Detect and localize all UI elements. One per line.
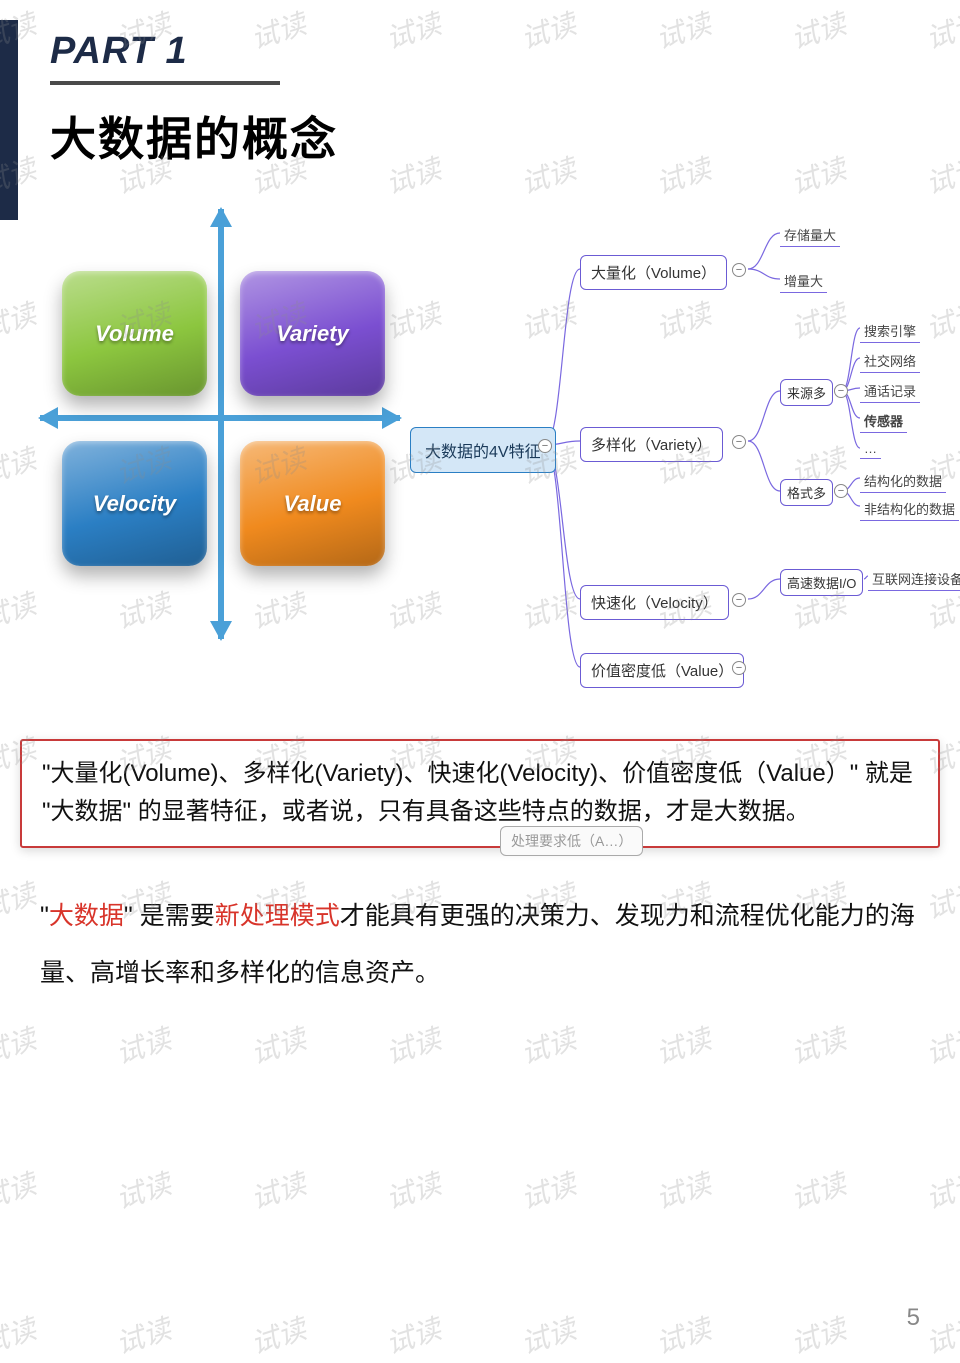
mindmap-subnode: 格式多 <box>780 479 833 506</box>
mindmap-subnode: 来源多 <box>780 379 833 406</box>
collapse-icon: − <box>834 384 848 398</box>
watermark-text: 试读 <box>515 1017 581 1072</box>
arrow-right-icon <box>382 407 402 429</box>
definition-paragraph: "大数据" 是需要新处理模式才能具有更强的决策力、发现力和流程优化能力的海量、高… <box>0 848 960 1003</box>
header-divider <box>50 81 280 85</box>
mindmap-leaf: 传感器 <box>860 409 907 433</box>
mindmap-branch-velocity: 快速化（Velocity） <box>580 585 729 620</box>
slide-header: PART 1 大数据的概念 <box>0 0 960 179</box>
mindmap-leaf: 通话记录 <box>860 379 920 403</box>
mindmap-branch-value: 价值密度低（Value） <box>580 653 744 688</box>
quad-box-value: Value <box>240 441 385 566</box>
watermark-text: 试读 <box>110 1017 176 1072</box>
quad-box-velocity: Velocity <box>62 441 207 566</box>
definition-highlight-2: 新处理模式 <box>215 902 340 930</box>
mindmap-subnode: 高速数据I/O <box>780 569 863 596</box>
watermark-text: 试读 <box>380 1162 446 1217</box>
watermark-text: 试读 <box>515 1162 581 1217</box>
mindmap-leaf: 增量大 <box>780 269 827 293</box>
watermark-text: 试读 <box>785 1162 851 1217</box>
watermark-text: 试读 <box>245 1162 311 1217</box>
arrow-up-icon <box>210 207 232 227</box>
callout-box: "大量化(Volume)、多样化(Variety)、快速化(Velocity)、… <box>20 739 940 848</box>
watermark-text: 试读 <box>515 1307 581 1362</box>
watermark-text: 试读 <box>785 1307 851 1362</box>
watermark-text: 试读 <box>785 1017 851 1072</box>
watermark-text: 试读 <box>0 1017 41 1072</box>
axis-vertical <box>218 209 224 639</box>
collapse-icon: − <box>732 263 746 277</box>
quad-box-variety: Variety <box>240 271 385 396</box>
watermark-text: 试读 <box>380 1017 446 1072</box>
mindmap-leaf: 非结构化的数据 <box>860 497 959 521</box>
watermark-text: 试读 <box>110 1162 176 1217</box>
slide-title: 大数据的概念 <box>50 103 920 169</box>
mindmap-leaf: 存储量大 <box>780 223 840 247</box>
watermark-text: 试读 <box>650 1017 716 1072</box>
watermark-text: 试读 <box>650 1307 716 1362</box>
definition-highlight-1: 大数据 <box>49 902 124 930</box>
mindmap-root: 大数据的4V特征 <box>410 427 556 473</box>
mindmap-leaf: 搜索引擎 <box>860 319 920 343</box>
diagram-row: VolumeVarietyVelocityValue 大数据的4V特征−大量化（… <box>0 179 960 689</box>
mindmap-branch-variety: 多样化（Variety） <box>580 427 723 462</box>
collapse-icon: − <box>538 439 552 453</box>
watermark-text: 试读 <box>245 1017 311 1072</box>
watermark-text: 试读 <box>650 1162 716 1217</box>
arrow-left-icon <box>38 407 58 429</box>
watermark-text: 试读 <box>920 1162 960 1217</box>
collapse-icon: − <box>732 435 746 449</box>
mindmap-leaf: 结构化的数据 <box>860 469 946 493</box>
watermark-text: 试读 <box>110 1307 176 1362</box>
mindmap-leaf: … <box>860 439 881 459</box>
callout-text: "大量化(Volume)、多样化(Variety)、快速化(Velocity)、… <box>42 760 913 825</box>
mindmap-diagram: 大数据的4V特征−大量化（Volume）−多样化（Variety）−快速化（Ve… <box>410 209 950 689</box>
arrow-down-icon <box>210 621 232 641</box>
watermark-text: 试读 <box>920 1307 960 1362</box>
mindmap-leaf: 社交网络 <box>860 349 920 373</box>
four-v-quadrant: Volume Variety Velocity Value <box>40 209 400 639</box>
part-label: PART 1 <box>50 30 920 73</box>
page-number: 5 <box>907 1304 920 1332</box>
watermark-text: 试读 <box>920 1017 960 1072</box>
mindmap-leaf: 互联网连接设备数量增长 <box>868 567 960 591</box>
watermark-text: 试读 <box>245 1307 311 1362</box>
collapse-icon: − <box>732 593 746 607</box>
watermark-text: 试读 <box>0 1307 41 1362</box>
side-accent-bar <box>0 20 18 220</box>
quad-box-volume: Volume <box>62 271 207 396</box>
watermark-text: 试读 <box>0 1162 41 1217</box>
collapse-icon: − <box>732 661 746 675</box>
mindmap-branch-volume: 大量化（Volume） <box>580 255 727 290</box>
collapse-icon: − <box>834 484 848 498</box>
watermark-text: 试读 <box>380 1307 446 1362</box>
hidden-partial-node: 处理要求低（A…） <box>500 826 643 856</box>
